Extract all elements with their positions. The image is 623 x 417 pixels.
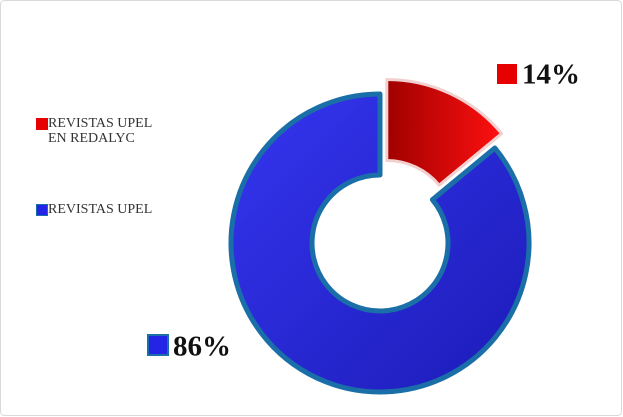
legend-swatch xyxy=(36,118,48,130)
data-label-swatch xyxy=(497,64,517,84)
donut-segment xyxy=(228,91,532,395)
legend-label: REVISTAS UPEL EN REDALYC xyxy=(48,116,152,146)
data-label-swatch xyxy=(147,334,169,356)
donut-segment xyxy=(385,78,504,187)
legend-label: REVISTAS UPEL xyxy=(48,202,153,217)
legend-swatch xyxy=(36,204,48,216)
data-label: 14% xyxy=(522,59,580,91)
legend-item: REVISTAS UPEL EN REDALYC xyxy=(36,116,168,146)
data-label: 86% xyxy=(173,331,231,363)
legend-item: REVISTAS UPEL xyxy=(36,202,168,217)
